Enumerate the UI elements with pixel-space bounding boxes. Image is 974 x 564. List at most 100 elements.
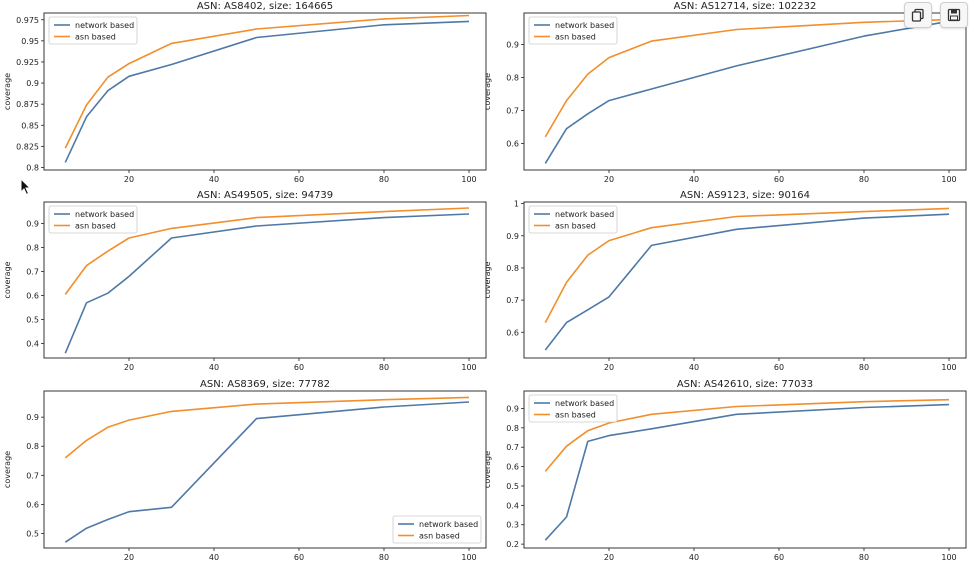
y-tick-label: 0.6 (506, 463, 519, 472)
y-axis-label: coverage (3, 451, 12, 488)
subplot-3: ASN: AS49505, size: 94739 coverage 20 40 60 8… (3, 190, 487, 372)
legend-label: network based (75, 21, 134, 30)
x-tick-label: 60 (774, 175, 784, 184)
x-tick-label: 60 (774, 363, 784, 372)
x-tick-label: 20 (124, 175, 134, 184)
legend-box (392, 515, 482, 544)
x-tick-label: 80 (859, 175, 869, 184)
plot-frame (523, 390, 967, 549)
x-tick-label: 60 (774, 553, 784, 562)
legend: network based asn based (528, 394, 618, 423)
y-tick-label: 0.95 (21, 37, 39, 46)
legend-label: network based (419, 520, 478, 529)
legend-box (48, 205, 138, 234)
y-tick-label: 0.4 (506, 501, 519, 510)
mouse-cursor-icon (20, 178, 32, 196)
x-tick-label: 60 (294, 175, 304, 184)
legend-label: asn based (75, 33, 116, 42)
y-tick-label: 0.6 (506, 328, 519, 337)
y-tick-label: 0.8 (506, 73, 519, 82)
save-button[interactable] (940, 2, 968, 28)
copy-button[interactable] (904, 2, 932, 28)
y-tick-label: 0.7 (506, 443, 519, 452)
series-line-asn-based (64, 207, 470, 295)
legend-box (528, 16, 618, 45)
series-line-asn-based (64, 14, 470, 149)
legend-label: asn based (555, 222, 596, 231)
x-tick-label: 100 (461, 175, 476, 184)
y-tick-label: 0.9 (26, 79, 39, 88)
plot-frame (523, 201, 967, 359)
legend-label: network based (555, 210, 614, 219)
legend-label: asn based (75, 222, 116, 231)
x-tick-label: 20 (124, 553, 134, 562)
y-tick-label: 0.9 (26, 220, 39, 229)
y-tick-label: 0.8 (506, 424, 519, 433)
chart-title: ASN: AS8402, size: 164665 (197, 1, 333, 12)
y-tick-label: 0.8 (26, 442, 39, 451)
legend-label: network based (75, 210, 134, 219)
y-tick-label: 0.975 (16, 16, 39, 25)
series-line-network-based (544, 213, 950, 351)
series-line-network-based (544, 403, 950, 541)
legend-label: asn based (419, 532, 460, 541)
x-tick-label: 20 (604, 175, 614, 184)
y-tick-label: 0.925 (16, 58, 39, 67)
x-tick-label: 80 (859, 363, 869, 372)
y-axis-label: coverage (483, 261, 492, 298)
y-tick-label: 0.85 (21, 121, 39, 130)
subplot-6: ASN: AS42610, size: 77033 coverage 20 40 60 8… (483, 379, 967, 562)
x-tick-label: 40 (209, 175, 219, 184)
series-line-asn-based (544, 207, 950, 323)
subplot-2: ASN: AS12714, size: 102232 coverage 20 40 60… (483, 1, 967, 184)
x-tick-label: 80 (379, 553, 389, 562)
legend: network based asn based (48, 205, 138, 234)
y-tick-label: 1 (514, 200, 519, 209)
y-tick-label: 0.9 (506, 40, 519, 49)
plot-frame (43, 390, 487, 549)
subplot-5: ASN: AS8369, size: 77782 coverage 20 40 60 80… (3, 379, 487, 562)
x-tick-label: 40 (209, 553, 219, 562)
y-tick-label: 0.825 (16, 142, 39, 151)
x-tick-label: 20 (604, 553, 614, 562)
x-tick-label: 60 (294, 553, 304, 562)
plot-frame (523, 12, 967, 171)
y-tick-label: 0.5 (26, 316, 39, 325)
series-line-asn-based (64, 396, 470, 459)
x-tick-label: 80 (859, 553, 869, 562)
y-tick-label: 0.6 (26, 500, 39, 509)
x-tick-label: 80 (379, 175, 389, 184)
y-tick-label: 0.8 (26, 244, 39, 253)
x-tick-label: 40 (689, 553, 699, 562)
y-tick-label: 0.2 (506, 540, 519, 549)
y-axis-label: coverage (483, 451, 492, 488)
x-tick-label: 100 (461, 553, 476, 562)
y-axis-label: coverage (3, 73, 12, 110)
y-tick-label: 0.9 (506, 232, 519, 241)
y-tick-label: 0.7 (26, 268, 39, 277)
chart-title: ASN: AS12714, size: 102232 (674, 1, 817, 12)
series-line-asn-based (544, 398, 950, 472)
y-tick-label: 0.7 (26, 471, 39, 480)
y-tick-label: 0.7 (506, 107, 519, 116)
y-tick-label: 0.6 (506, 140, 519, 149)
y-tick-label: 0.6 (26, 292, 39, 301)
y-tick-label: 0.4 (26, 340, 39, 349)
legend: network based asn based (48, 16, 138, 45)
x-tick-label: 100 (941, 363, 956, 372)
x-tick-label: 100 (941, 175, 956, 184)
x-tick-label: 20 (124, 363, 134, 372)
chart-title: ASN: AS9123, size: 90164 (680, 190, 810, 201)
series-line-asn-based (544, 18, 950, 138)
legend-box (48, 16, 138, 45)
x-tick-label: 100 (941, 553, 956, 562)
figure-toolbar (904, 2, 968, 28)
plot-frame (43, 12, 487, 171)
x-tick-label: 40 (209, 363, 219, 372)
y-tick-label: 0.9 (506, 404, 519, 413)
copy-icon (911, 8, 924, 22)
y-tick-label: 0.8 (506, 264, 519, 273)
x-tick-label: 100 (461, 363, 476, 372)
